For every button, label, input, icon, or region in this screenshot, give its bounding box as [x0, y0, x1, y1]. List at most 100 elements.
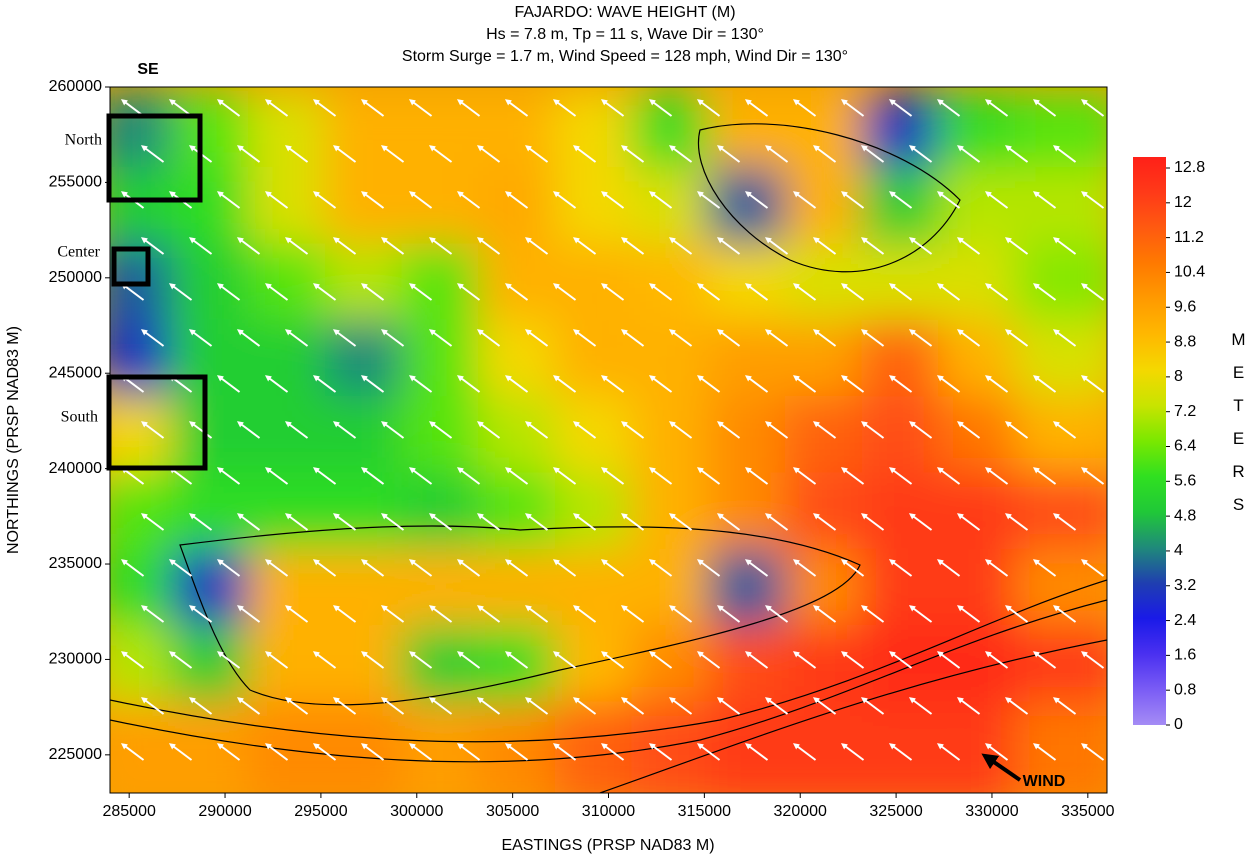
wave-arrow — [696, 743, 721, 761]
wave-arrow — [668, 513, 693, 531]
wave-arrow — [696, 559, 721, 577]
x-tick-label: 310000 — [582, 803, 635, 820]
wave-arrow — [696, 467, 721, 485]
wave-arrow — [1052, 697, 1077, 715]
wave-arrow — [908, 605, 933, 623]
wave-arrow — [600, 99, 625, 117]
wave-arrow — [188, 329, 213, 347]
wave-arrow — [380, 513, 405, 531]
wave-arrow — [168, 743, 193, 761]
annotation: Center — [57, 244, 100, 261]
wave-arrow — [860, 513, 885, 531]
wave-arrow — [264, 743, 289, 761]
wave-arrow — [956, 237, 981, 255]
wave-arrow — [668, 145, 693, 163]
wave-arrow — [408, 559, 433, 577]
wave-arrow — [744, 651, 769, 669]
wave-arrow — [236, 605, 261, 623]
wave-arrow — [428, 697, 453, 715]
x-axis-label: EASTINGS (PRSP NAD83 M) — [501, 837, 714, 854]
wave-arrow — [140, 513, 165, 531]
wave-arrow — [428, 513, 453, 531]
x-tick-label: 320000 — [774, 803, 827, 820]
y-tick-label: 245000 — [49, 364, 102, 381]
wave-arrow — [332, 145, 357, 163]
colorbar-tick-label: 4.8 — [1174, 507, 1196, 524]
wave-arrow — [264, 99, 289, 117]
wave-arrow — [888, 467, 913, 485]
wave-arrow — [360, 283, 385, 301]
wave-arrow — [860, 697, 885, 715]
wave-arrow — [648, 467, 673, 485]
wave-arrow — [524, 237, 549, 255]
wave-arrow — [936, 559, 961, 577]
wave-arrow — [984, 743, 1009, 761]
wave-arrow — [524, 605, 549, 623]
wave-arrow — [312, 99, 337, 117]
wave-arrow — [284, 697, 309, 715]
wave-arrow — [408, 375, 433, 393]
wave-arrow — [812, 421, 837, 439]
wave-arrow — [360, 191, 385, 209]
wave-arrow — [332, 421, 357, 439]
wave-arrow — [812, 605, 837, 623]
wave-arrow — [1032, 743, 1057, 761]
wave-arrow — [792, 99, 817, 117]
x-tick-label: 330000 — [965, 803, 1018, 820]
wave-arrow — [840, 467, 865, 485]
colorbar-tick-label: 6.4 — [1174, 438, 1196, 455]
wave-arrow — [744, 283, 769, 301]
wave-arrow — [524, 329, 549, 347]
wave-arrow — [1080, 467, 1105, 485]
wave-arrow — [888, 743, 913, 761]
wave-arrow — [1080, 191, 1105, 209]
wave-arrow — [716, 605, 741, 623]
wave-arrow — [792, 651, 817, 669]
wave-arrow — [504, 559, 529, 577]
wave-arrow — [120, 651, 145, 669]
x-tick-label: 290000 — [198, 803, 251, 820]
wave-arrow — [284, 421, 309, 439]
wave-arrow — [1032, 467, 1057, 485]
wave-arrow — [620, 605, 645, 623]
wave-arrow — [792, 283, 817, 301]
wave-arrow — [188, 237, 213, 255]
wave-arrow — [504, 191, 529, 209]
colorbar-tick-label: 7.2 — [1174, 403, 1196, 420]
wave-arrow — [716, 697, 741, 715]
wave-arrow — [812, 145, 837, 163]
wave-arrow — [264, 467, 289, 485]
wave-arrow — [936, 651, 961, 669]
wave-arrow — [456, 743, 481, 761]
wave-arrow — [744, 743, 769, 761]
wave-arrow — [956, 605, 981, 623]
wave-arrow — [312, 651, 337, 669]
wave-arrow — [936, 191, 961, 209]
wave-arrow — [524, 697, 549, 715]
colorbar-tick-label: 4 — [1174, 542, 1183, 559]
wave-arrow — [860, 145, 885, 163]
wave-arrow — [264, 191, 289, 209]
wave-arrow — [1080, 559, 1105, 577]
heat-cell — [1014, 701, 1107, 793]
wave-arrow — [236, 513, 261, 531]
wave-arrow — [1080, 99, 1105, 117]
x-tick-label: 325000 — [869, 803, 922, 820]
wave-arrow — [380, 329, 405, 347]
wave-arrow — [264, 375, 289, 393]
colorbar-tick-label: 12.8 — [1174, 159, 1205, 176]
wave-arrow — [476, 605, 501, 623]
wave-arrow — [264, 559, 289, 577]
wave-arrow — [284, 145, 309, 163]
annotation: SE — [137, 61, 159, 78]
wave-arrow — [360, 743, 385, 761]
y-tick-label: 250000 — [49, 269, 102, 286]
wave-arrow — [648, 99, 673, 117]
wave-arrow — [600, 283, 625, 301]
wave-arrow — [696, 99, 721, 117]
wave-arrow — [408, 651, 433, 669]
wave-arrow — [284, 329, 309, 347]
wave-arrow — [380, 145, 405, 163]
wave-arrow — [716, 421, 741, 439]
wave-arrow — [216, 743, 241, 761]
